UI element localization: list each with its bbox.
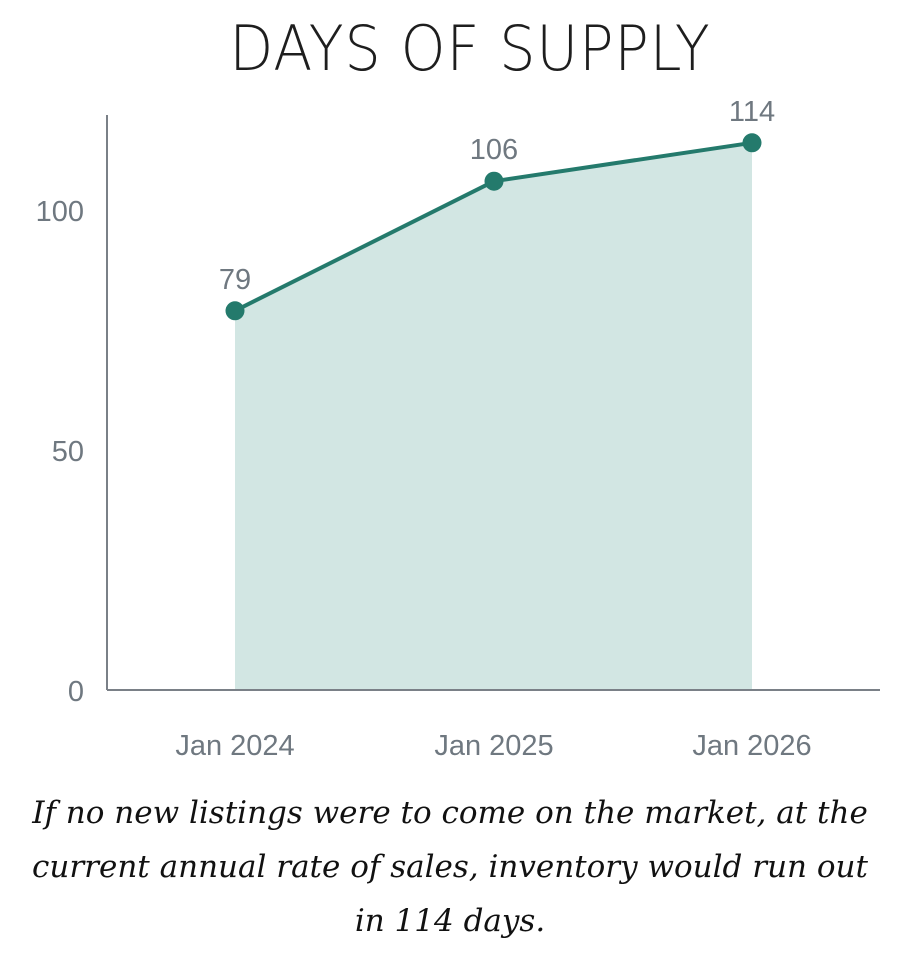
y-axis-ticks: 0 50 100 <box>36 196 84 708</box>
data-label: 106 <box>470 134 518 166</box>
data-label: 79 <box>219 264 251 296</box>
data-point <box>484 171 504 191</box>
x-tick-label: Jan 2026 <box>692 730 811 762</box>
x-tick-label: Jan 2024 <box>175 730 294 762</box>
data-point <box>742 133 762 153</box>
chart-title: DAYS OF SUPPLY <box>229 12 711 85</box>
axes <box>106 115 880 691</box>
area-fill <box>235 142 752 691</box>
y-tick-label: 50 <box>52 436 84 468</box>
data-point <box>225 301 245 321</box>
area-fill-layer <box>235 142 752 691</box>
data-points <box>225 133 762 321</box>
y-tick-label: 100 <box>36 196 84 228</box>
x-axis-ticks: Jan 2024 Jan 2025 Jan 2026 <box>175 730 811 762</box>
y-tick-label: 0 <box>68 676 84 708</box>
caption: If no new listings were to come on the m… <box>32 795 868 939</box>
data-labels: 79 106 114 <box>219 96 775 296</box>
data-label: 114 <box>729 96 775 128</box>
x-tick-label: Jan 2025 <box>434 730 553 762</box>
